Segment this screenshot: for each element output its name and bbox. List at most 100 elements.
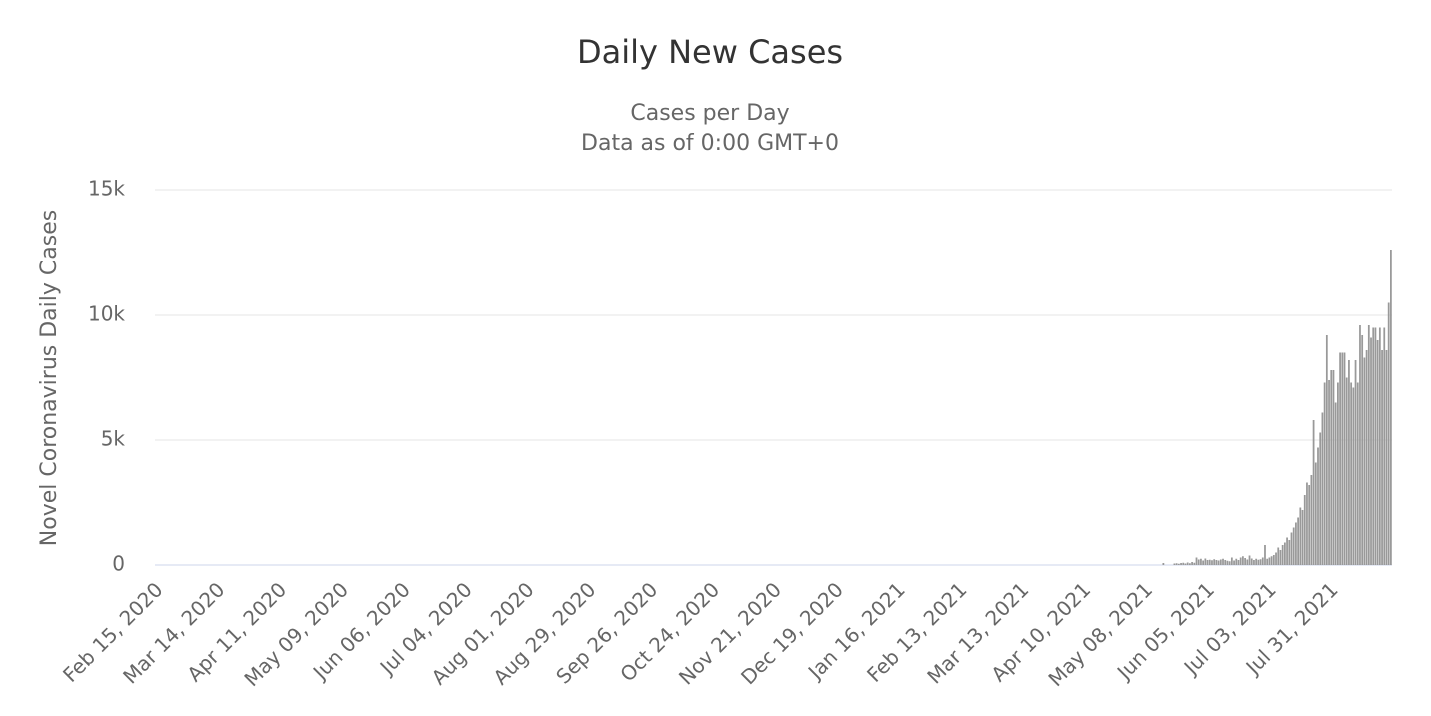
bar	[1275, 552, 1277, 565]
bar	[1306, 482, 1308, 565]
bar	[1182, 562, 1185, 565]
bar	[1292, 527, 1295, 565]
bar	[1361, 335, 1364, 565]
bar	[1222, 558, 1224, 565]
bar	[1319, 432, 1322, 565]
bar	[1246, 559, 1249, 565]
chart-subtitle: Cases per Day	[630, 101, 789, 126]
bar	[1242, 556, 1244, 565]
bar	[1383, 327, 1386, 565]
bar	[1217, 560, 1220, 565]
bar	[1354, 360, 1357, 565]
bar	[1367, 325, 1370, 565]
bar	[1336, 382, 1339, 565]
bar	[1370, 337, 1372, 565]
bar	[1345, 377, 1348, 565]
bar	[1288, 540, 1291, 565]
bar	[1341, 352, 1344, 565]
bar	[1365, 350, 1368, 565]
bar	[1257, 559, 1260, 565]
bar	[1376, 340, 1379, 565]
bar	[1272, 555, 1275, 565]
bar	[1228, 561, 1231, 565]
bar	[1297, 517, 1300, 565]
bar	[1162, 563, 1165, 565]
bar	[1230, 557, 1233, 565]
bar	[1277, 547, 1280, 565]
bar	[1261, 557, 1264, 565]
y-tick-label: 0	[112, 552, 125, 576]
y-tick-label: 5k	[101, 427, 126, 451]
bar	[1226, 560, 1229, 565]
bar	[1387, 302, 1390, 565]
bar	[1219, 559, 1222, 565]
bar	[1204, 558, 1207, 565]
bar	[1195, 557, 1198, 565]
bar	[1253, 560, 1255, 565]
bar	[1378, 327, 1381, 565]
bar	[1310, 475, 1313, 565]
bar	[1332, 370, 1335, 565]
bar	[1334, 402, 1337, 565]
bar	[1321, 412, 1324, 565]
bar	[1359, 325, 1361, 565]
y-axis-label: Novel Coronavirus Daily Cases	[37, 210, 62, 546]
bar	[1259, 559, 1262, 565]
bar	[1283, 542, 1286, 565]
bar	[1348, 360, 1350, 565]
bar	[1339, 352, 1341, 565]
bar	[1303, 495, 1306, 565]
bar	[1208, 559, 1211, 565]
bar	[1343, 352, 1346, 565]
y-tick-label: 10k	[88, 302, 125, 326]
bar	[1186, 562, 1189, 565]
bar	[1206, 560, 1209, 565]
y-tick-label: 15k	[88, 177, 125, 201]
bar	[1244, 558, 1246, 565]
bar	[1235, 558, 1238, 565]
bar	[1200, 558, 1202, 565]
bar	[1248, 555, 1251, 565]
bar	[1213, 559, 1216, 565]
bar	[1325, 335, 1328, 565]
bar	[1317, 447, 1319, 565]
bar	[1180, 563, 1182, 565]
bar	[1356, 382, 1359, 565]
bar	[1323, 382, 1326, 565]
bar	[1363, 357, 1366, 565]
bar	[1290, 532, 1293, 565]
bar	[1266, 558, 1269, 565]
bar	[1374, 327, 1377, 565]
bar	[1270, 556, 1273, 565]
bar	[1314, 462, 1317, 565]
bar	[1390, 250, 1392, 565]
bar	[1184, 563, 1187, 565]
bar	[1202, 560, 1205, 565]
bar	[1312, 420, 1315, 565]
bar	[1268, 557, 1271, 565]
bar	[1299, 507, 1302, 565]
bar	[1381, 350, 1383, 565]
bar	[1215, 560, 1218, 565]
bar	[1224, 560, 1227, 565]
bar	[1350, 382, 1353, 565]
bar	[1301, 510, 1304, 565]
bar	[1352, 387, 1355, 565]
bar	[1295, 522, 1297, 565]
bar	[1250, 558, 1253, 565]
bar	[1239, 557, 1242, 565]
bar	[1193, 562, 1196, 565]
bar	[1177, 563, 1180, 565]
bar	[1197, 559, 1200, 565]
bar	[1308, 485, 1311, 565]
bar	[1173, 563, 1176, 565]
bar	[1255, 558, 1258, 565]
chart-title: Daily New Cases	[577, 33, 843, 71]
bar	[1286, 537, 1288, 565]
bar	[1385, 350, 1388, 565]
bar	[1328, 380, 1330, 565]
bar	[1237, 560, 1240, 565]
bar	[1372, 327, 1375, 565]
bar	[1281, 545, 1284, 565]
